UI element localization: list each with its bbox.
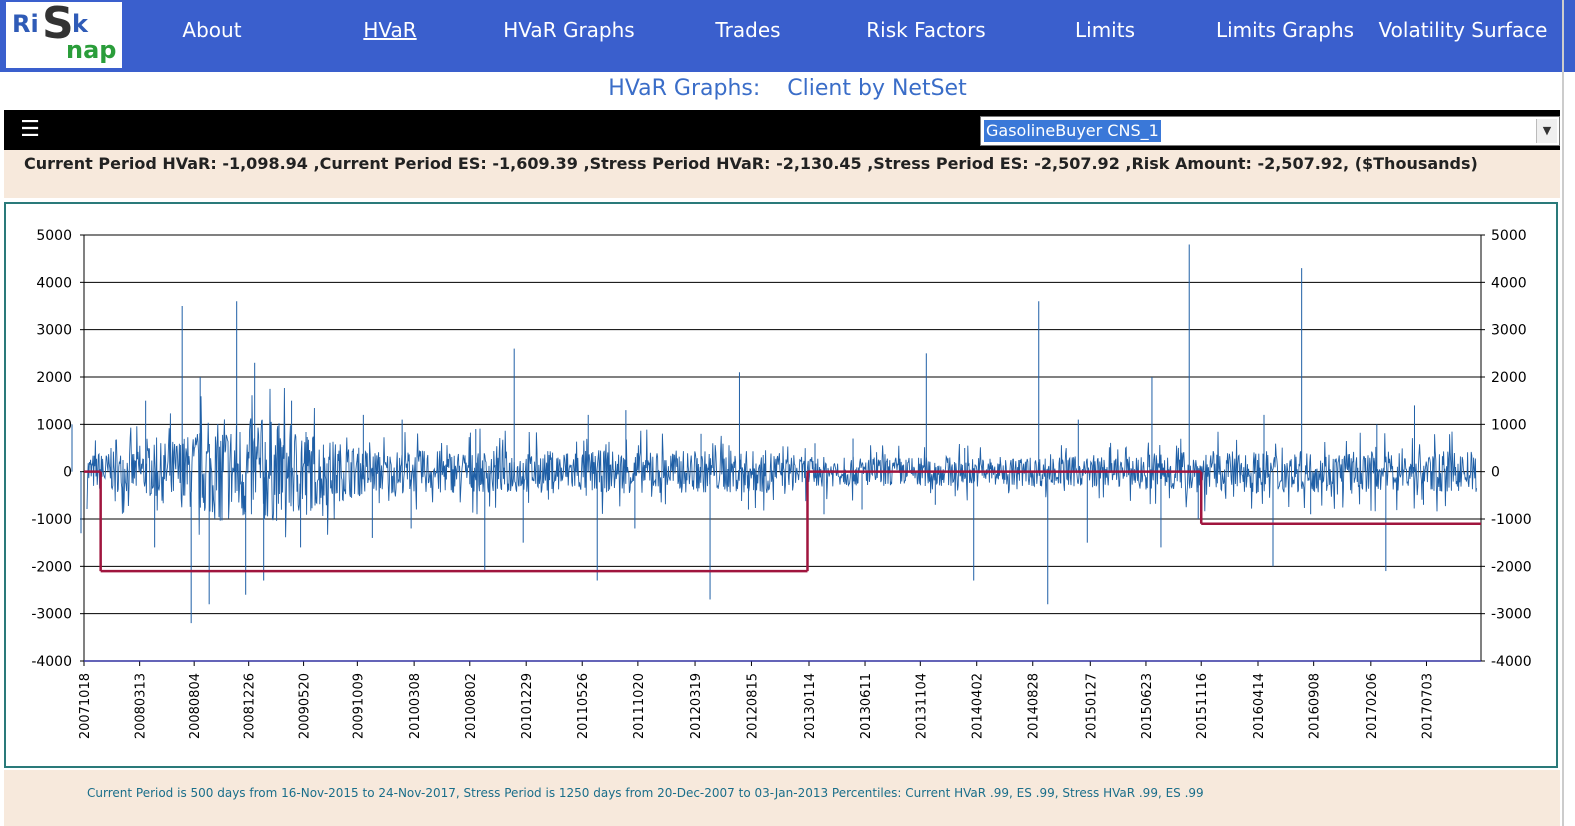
metrics-panel: Current Period HVaR: -1,098.94 ,Current … (4, 150, 1560, 198)
nav-hvar-graphs[interactable]: HVaR Graphs (503, 18, 635, 42)
nav-about[interactable]: About (182, 18, 242, 42)
chevron-down-icon[interactable]: ▼ (1536, 119, 1557, 143)
y-tick-label-left: 0 (63, 465, 72, 481)
nav-limits-graphs[interactable]: Limits Graphs (1215, 18, 1355, 42)
x-tick-label: 20101229 (520, 673, 535, 739)
x-tick-label: 20080804 (188, 673, 203, 739)
y-tick-label-right: 3000 (1491, 323, 1527, 339)
y-tick-label-right: 1000 (1491, 417, 1527, 433)
page-title-prefix: HVaR Graphs: (608, 76, 761, 101)
chart-container: 5000 5000 4000 4000 3000 3000 2000 2000 1000 1000… (4, 202, 1558, 768)
x-tick-label: 20170206 (1365, 673, 1380, 739)
x-tick-label: 20131104 (914, 673, 929, 739)
plot-area (83, 234, 1482, 662)
netset-dropdown[interactable]: GasolineBuyer CNS_1 ▼ (980, 116, 1560, 146)
x-tick-label: 20160908 (1308, 673, 1323, 739)
nav-limits[interactable]: Limits (1075, 18, 1135, 42)
x-tick-label: 20091009 (351, 673, 366, 739)
y-tick-label-right: 5000 (1491, 228, 1527, 244)
x-tick-label: 20100802 (464, 673, 479, 739)
x-tick-label: 20130611 (859, 673, 874, 739)
hvar-chart: 5000 5000 4000 4000 3000 3000 2000 2000 1000 1000… (31, 228, 1532, 739)
netset-selected-value: GasolineBuyer CNS_1 (984, 120, 1161, 142)
x-tick-label: 20110526 (576, 673, 591, 739)
nav-trades[interactable]: Trades (715, 18, 781, 42)
logo-text-nap: nap (66, 36, 117, 64)
x-tick-label: 20150127 (1084, 673, 1099, 739)
x-tick-label: 20090520 (298, 673, 313, 739)
page-title-subject: Client by NetSet (787, 76, 967, 101)
y-tick-label-left: 5000 (36, 228, 72, 244)
y-tick-label-left: -2000 (31, 559, 72, 575)
y-tick-label-left: -4000 (31, 654, 72, 670)
y-tick-label-left: 3000 (36, 323, 72, 339)
logo-text-s: S (42, 0, 74, 49)
y-tick-label-right: -2000 (1491, 559, 1532, 575)
y-tick-label-right: -1000 (1491, 512, 1532, 528)
x-tick-label: 20170703 (1420, 673, 1435, 739)
y-tick-label-left: 1000 (36, 417, 72, 433)
x-tick-label: 20140828 (1027, 673, 1042, 739)
y-tick-label-left: 2000 (36, 370, 72, 386)
y-tick-label-right: 2000 (1491, 370, 1527, 386)
footer-panel: Current Period is 500 days from 16-Nov-2… (4, 770, 1560, 826)
hamburger-icon[interactable]: ☰ (8, 110, 52, 150)
x-tick-label: 20100308 (408, 673, 423, 739)
logo-text-k: k (72, 10, 88, 38)
risk-metrics-summary: Current Period HVaR: -1,098.94 ,Current … (24, 154, 1478, 173)
x-tick-label: 20130114 (803, 673, 818, 739)
x-tick-label: 20071018 (78, 673, 93, 739)
top-navigation-bar: Ri S k nap About HVaR HVaR Graphs Trades… (0, 0, 1575, 72)
y-tick-label-right: 0 (1491, 465, 1500, 481)
x-tick-label: 20140402 (971, 673, 986, 739)
x-tick-label: 20150623 (1140, 673, 1155, 739)
y-tick-label-right: 4000 (1491, 275, 1527, 291)
right-divider (1562, 0, 1564, 826)
x-tick-label: 20111020 (632, 673, 647, 739)
y-tick-label-right: -4000 (1491, 654, 1532, 670)
selection-toolbar: ☰ GasolineBuyer CNS_1 ▼ (4, 110, 1560, 150)
x-tick-label: 20120815 (745, 673, 760, 739)
page-title: HVaR Graphs: Client by NetSet (0, 72, 1575, 108)
nav-volatility-surface[interactable]: Volatility Surface (1378, 18, 1548, 42)
x-tick-label: 20160414 (1252, 673, 1267, 739)
x-tick-label: 20151116 (1195, 673, 1210, 739)
x-tick-label: 20120319 (689, 673, 704, 739)
pnl-series-line (86, 387, 1478, 538)
period-footnote: Current Period is 500 days from 16-Nov-2… (87, 786, 1204, 800)
y-tick-label-right: -3000 (1491, 607, 1532, 623)
risksnap-logo[interactable]: Ri S k nap (6, 2, 122, 68)
y-tick-label-left: -3000 (31, 607, 72, 623)
nav-hvar[interactable]: HVaR (363, 18, 417, 42)
x-tick-label: 20081226 (243, 673, 258, 739)
y-tick-label-left: -1000 (31, 512, 72, 528)
y-tick-label-left: 4000 (36, 275, 72, 291)
logo-text-ri: Ri (12, 10, 39, 38)
x-tick-label: 20080313 (134, 673, 149, 739)
nav-risk-factors[interactable]: Risk Factors (866, 18, 986, 42)
